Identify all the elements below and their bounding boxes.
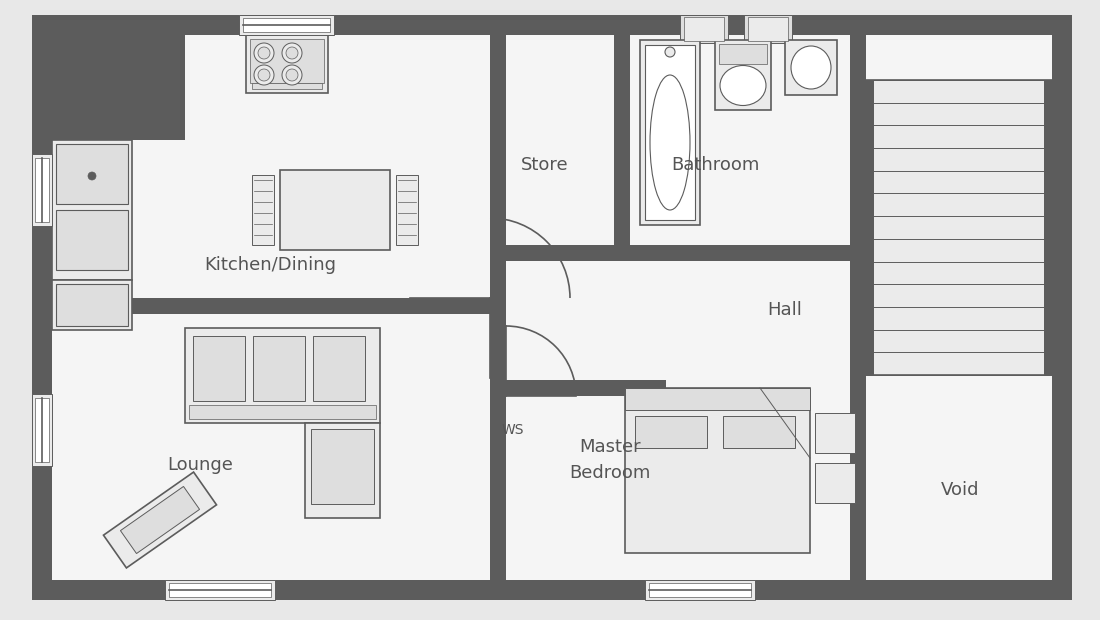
Bar (1044, 80, 1052, 375)
Text: Void: Void (940, 481, 979, 499)
Bar (192, 336, 245, 401)
Bar (748, 17, 788, 41)
Bar (506, 380, 666, 396)
Circle shape (258, 69, 270, 81)
Circle shape (282, 65, 303, 85)
Bar (253, 336, 305, 401)
Circle shape (286, 69, 298, 81)
Bar (815, 413, 855, 453)
Bar (52, 35, 185, 140)
Bar (850, 35, 866, 580)
Bar (52, 35, 185, 140)
Polygon shape (120, 487, 199, 554)
Text: Store: Store (521, 156, 569, 174)
Bar (640, 40, 700, 225)
Bar (645, 580, 755, 600)
Bar (56, 210, 128, 270)
Text: Lounge: Lounge (167, 456, 233, 474)
Bar (396, 175, 418, 245)
Bar (506, 245, 850, 261)
Bar (645, 45, 695, 220)
Bar (684, 17, 724, 41)
Bar (252, 175, 274, 245)
Bar (866, 80, 1052, 375)
Polygon shape (103, 472, 217, 568)
Ellipse shape (791, 46, 830, 89)
Bar (56, 284, 128, 326)
Bar (649, 583, 751, 597)
Bar (625, 388, 810, 410)
Circle shape (282, 43, 303, 63)
Text: WS: WS (502, 423, 525, 437)
Bar (715, 40, 771, 110)
Bar (185, 328, 380, 423)
Bar (169, 583, 271, 597)
Bar (305, 423, 380, 518)
Bar (56, 144, 128, 204)
Bar (719, 44, 767, 64)
Bar (32, 394, 52, 466)
Bar (252, 83, 322, 89)
Circle shape (254, 43, 274, 63)
Bar (744, 15, 792, 43)
Bar (625, 388, 810, 553)
Bar (680, 15, 728, 43)
Bar (815, 463, 855, 503)
Bar (52, 298, 490, 314)
Text: Bathroom: Bathroom (671, 156, 759, 174)
Bar (785, 40, 837, 95)
Bar (250, 39, 324, 83)
Ellipse shape (650, 75, 690, 210)
Bar (52, 35, 1052, 580)
Bar (242, 18, 330, 32)
Ellipse shape (720, 66, 766, 105)
Bar (614, 35, 630, 245)
Bar (866, 80, 874, 375)
Bar (32, 154, 52, 226)
Circle shape (88, 172, 96, 180)
Bar (723, 416, 795, 448)
Bar (52, 140, 132, 280)
Bar (311, 429, 374, 504)
Bar (635, 416, 707, 448)
Bar (189, 405, 376, 419)
Text: Hall: Hall (768, 301, 802, 319)
Text: Kitchen/Dining: Kitchen/Dining (204, 256, 336, 274)
Bar (35, 398, 50, 462)
Circle shape (258, 47, 270, 59)
Text: Master
Bedroom: Master Bedroom (570, 438, 651, 482)
Circle shape (666, 47, 675, 57)
Circle shape (286, 47, 298, 59)
Bar (35, 158, 50, 222)
Bar (314, 336, 365, 401)
Circle shape (254, 65, 274, 85)
Bar (165, 580, 275, 600)
Bar (280, 170, 390, 250)
Bar (246, 35, 328, 93)
Bar (52, 280, 132, 330)
Bar (490, 35, 506, 580)
Bar (239, 15, 333, 35)
